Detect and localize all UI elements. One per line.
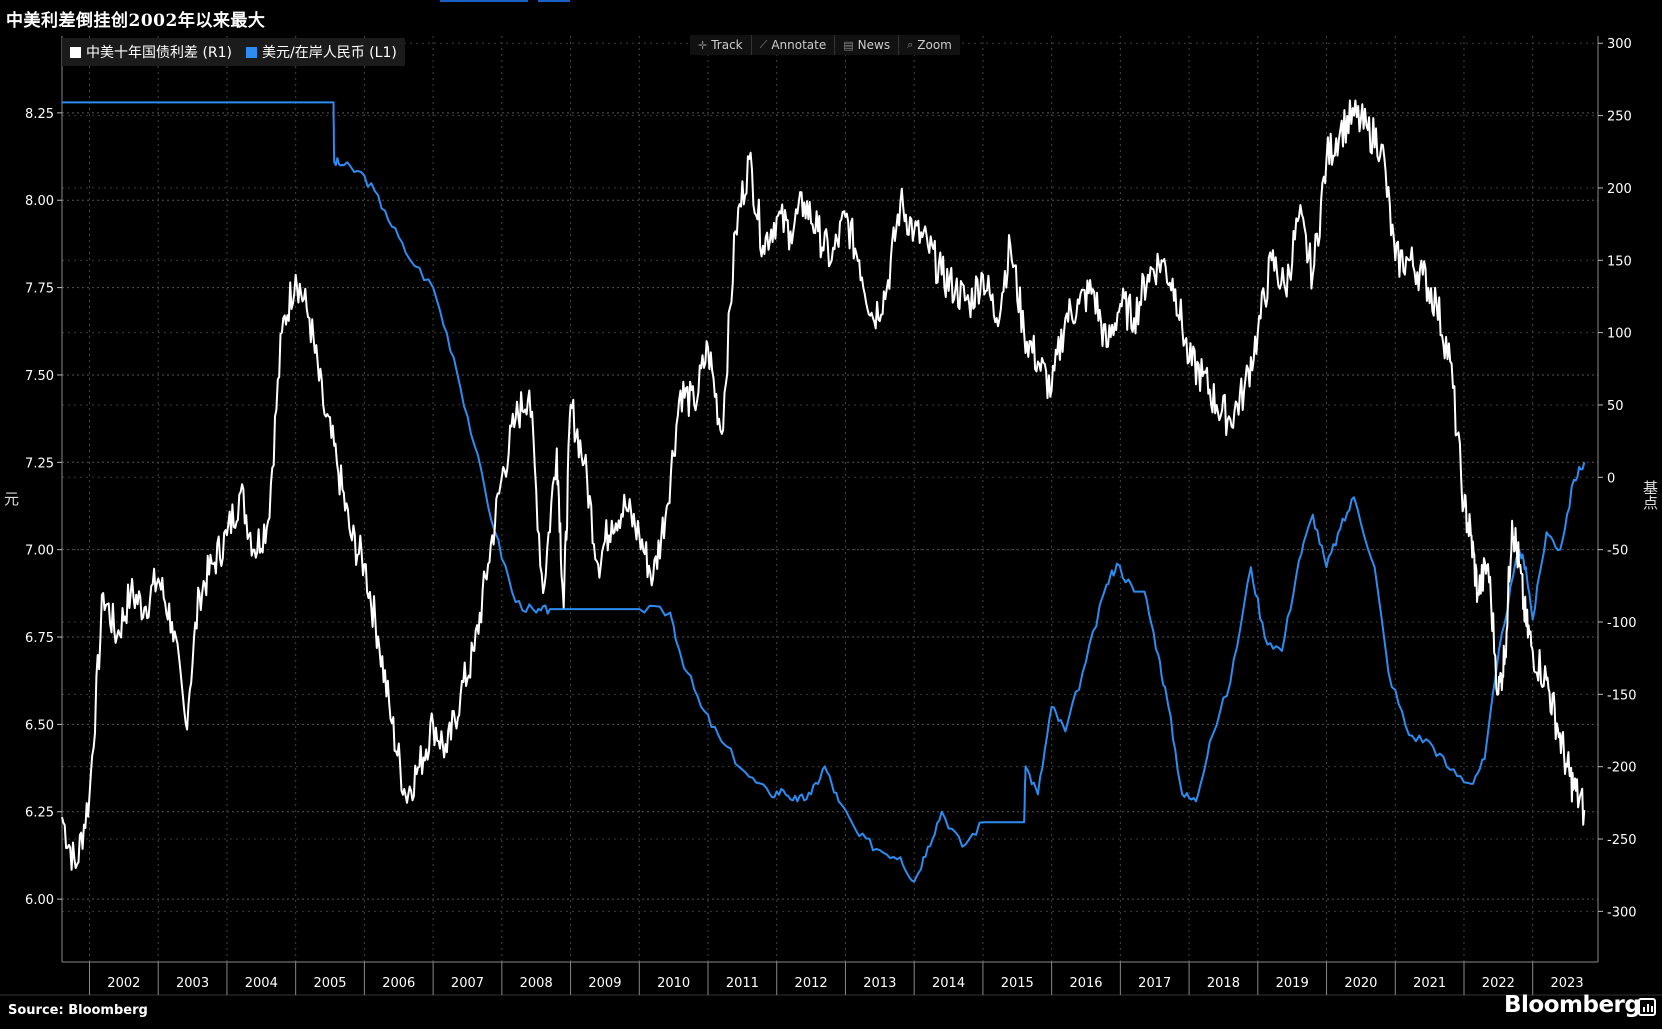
right-tick-label: -200 (1607, 761, 1637, 776)
legend-swatch-usdcny (246, 46, 258, 58)
x-tick-label: 2007 (451, 976, 484, 991)
top-accent-segment (440, 0, 528, 2)
left-tick-label: 7.25 (25, 456, 54, 471)
legend-swatch-spread (70, 46, 81, 58)
right-tick-label: 300 (1607, 37, 1632, 52)
x-tick-label: 2019 (1276, 976, 1309, 991)
left-tick-label: 7.75 (25, 282, 54, 297)
x-tick-label: 2009 (588, 976, 621, 991)
chart-legend: 中美十年国债利差 (R1) 美元/在岸人民币 (L1) (62, 38, 405, 66)
news-button[interactable]: ▤ News (835, 35, 900, 55)
top-accent-segment (538, 0, 570, 2)
zoom-label: Zoom (917, 38, 952, 52)
x-tick-label: 2021 (1413, 976, 1446, 991)
legend-label-spread: 中美十年国债利差 (R1) (86, 45, 233, 61)
x-tick-label: 2011 (726, 976, 759, 991)
right-tick-label: 100 (1607, 327, 1632, 342)
annotate-button[interactable]: ⟋ Annotate (752, 35, 836, 55)
x-tick-label: 2015 (1001, 976, 1034, 991)
series-line-spread[interactable] (61, 99, 1586, 871)
right-tick-label: 0 (1607, 471, 1615, 486)
left-tick-label: 7.50 (25, 369, 54, 384)
x-tick-label: 2013 (863, 976, 896, 991)
x-tick-label: 2002 (107, 976, 140, 991)
news-icon: ▤ (843, 38, 854, 52)
right-tick-label: 50 (1607, 399, 1624, 414)
x-tick-label: 2018 (1207, 976, 1240, 991)
left-tick-label: 8.00 (25, 194, 54, 209)
right-tick-label: 150 (1607, 254, 1632, 269)
x-tick-label: 2006 (382, 976, 415, 991)
left-axis-title: 元 (4, 490, 20, 508)
legend-label-usdcny: 美元/在岸人民币 (L1) (262, 45, 397, 61)
chart-title: 中美利差倒挂创2002年以来最大 (6, 11, 266, 31)
track-label: Track (711, 38, 743, 52)
zoom-button[interactable]: ⌕ Zoom (899, 35, 960, 55)
magnifier-icon: ⌕ (907, 38, 914, 51)
x-tick-label: 2008 (520, 976, 553, 991)
right-tick-label: -150 (1607, 688, 1637, 703)
x-tick-label: 2004 (245, 976, 278, 991)
x-tick-label: 2014 (932, 976, 965, 991)
left-tick-label: 6.75 (25, 631, 54, 646)
legend-item-spread[interactable]: 中美十年国债利差 (R1) (70, 42, 232, 62)
x-tick-label: 2020 (1344, 976, 1377, 991)
series-line-usdcny[interactable] (62, 101, 1586, 883)
annotate-label: Annotate (771, 38, 827, 52)
right-tick-label: -50 (1607, 544, 1628, 559)
left-tick-label: 6.50 (25, 718, 54, 733)
chart-toolbar: ✛ Track ⟋ Annotate ▤ News ⌕ Zoom (690, 35, 960, 55)
right-tick-label: 250 (1607, 110, 1632, 125)
news-label: News (857, 38, 891, 52)
x-tick-label: 2003 (176, 976, 209, 991)
left-tick-label: 8.25 (25, 107, 54, 122)
right-tick-label: -300 (1607, 905, 1637, 920)
x-tick-label: 2012 (795, 976, 828, 991)
x-tick-label: 2005 (313, 976, 346, 991)
right-tick-label: -250 (1607, 833, 1637, 848)
x-tick-label: 2010 (657, 976, 690, 991)
crosshair-icon: ✛ (698, 38, 708, 52)
top-accent-bar (0, 0, 1662, 2)
x-tick-label: 2016 (1069, 976, 1102, 991)
left-tick-label: 6.00 (25, 893, 54, 908)
x-tick-label: 2023 (1551, 976, 1584, 991)
legend-item-usdcny[interactable]: 美元/在岸人民币 (L1) (246, 42, 397, 62)
x-tick-label: 2022 (1482, 976, 1515, 991)
x-tick-label: 2017 (1138, 976, 1171, 991)
right-tick-label: 200 (1607, 182, 1632, 197)
left-tick-label: 6.25 (25, 806, 54, 821)
right-axis-title: 基点 (1641, 480, 1659, 510)
bloomberg-terminal-icon (1638, 998, 1656, 1016)
pencil-icon: ⟋ (759, 38, 768, 51)
bloomberg-logo-text: Bloomberg (1504, 992, 1641, 1018)
left-tick-label: 7.00 (25, 544, 54, 559)
track-button[interactable]: ✛ Track (690, 35, 752, 55)
right-tick-label: -100 (1607, 616, 1637, 631)
source-note: Source: Bloomberg (8, 1003, 148, 1018)
